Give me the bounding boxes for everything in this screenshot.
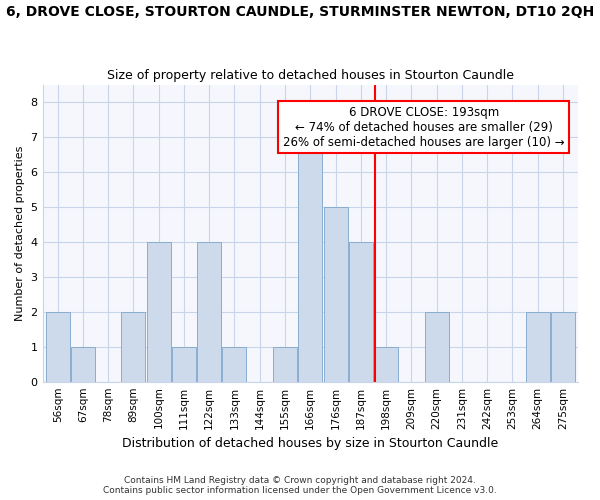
Text: 6 DROVE CLOSE: 193sqm
← 74% of detached houses are smaller (29)
26% of semi-deta: 6 DROVE CLOSE: 193sqm ← 74% of detached … [283, 106, 565, 148]
Title: Size of property relative to detached houses in Stourton Caundle: Size of property relative to detached ho… [107, 69, 514, 82]
Bar [71, 346, 95, 382]
Bar [197, 242, 221, 382]
Y-axis label: Number of detached properties: Number of detached properties [15, 146, 25, 321]
Bar [147, 242, 171, 382]
Text: 6, DROVE CLOSE, STOURTON CAUNDLE, STURMINSTER NEWTON, DT10 2QH: 6, DROVE CLOSE, STOURTON CAUNDLE, STURMI… [6, 5, 594, 19]
X-axis label: Distribution of detached houses by size in Stourton Caundle: Distribution of detached houses by size … [122, 437, 499, 450]
Bar [273, 346, 297, 382]
Text: Contains HM Land Registry data © Crown copyright and database right 2024.
Contai: Contains HM Land Registry data © Crown c… [103, 476, 497, 495]
Bar [46, 312, 70, 382]
Bar [349, 242, 373, 382]
Bar [526, 312, 550, 382]
Bar [223, 346, 247, 382]
Bar [374, 346, 398, 382]
Bar [298, 137, 322, 382]
Bar [121, 312, 145, 382]
Bar [172, 346, 196, 382]
Bar [551, 312, 575, 382]
Bar [425, 312, 449, 382]
Bar [323, 207, 347, 382]
